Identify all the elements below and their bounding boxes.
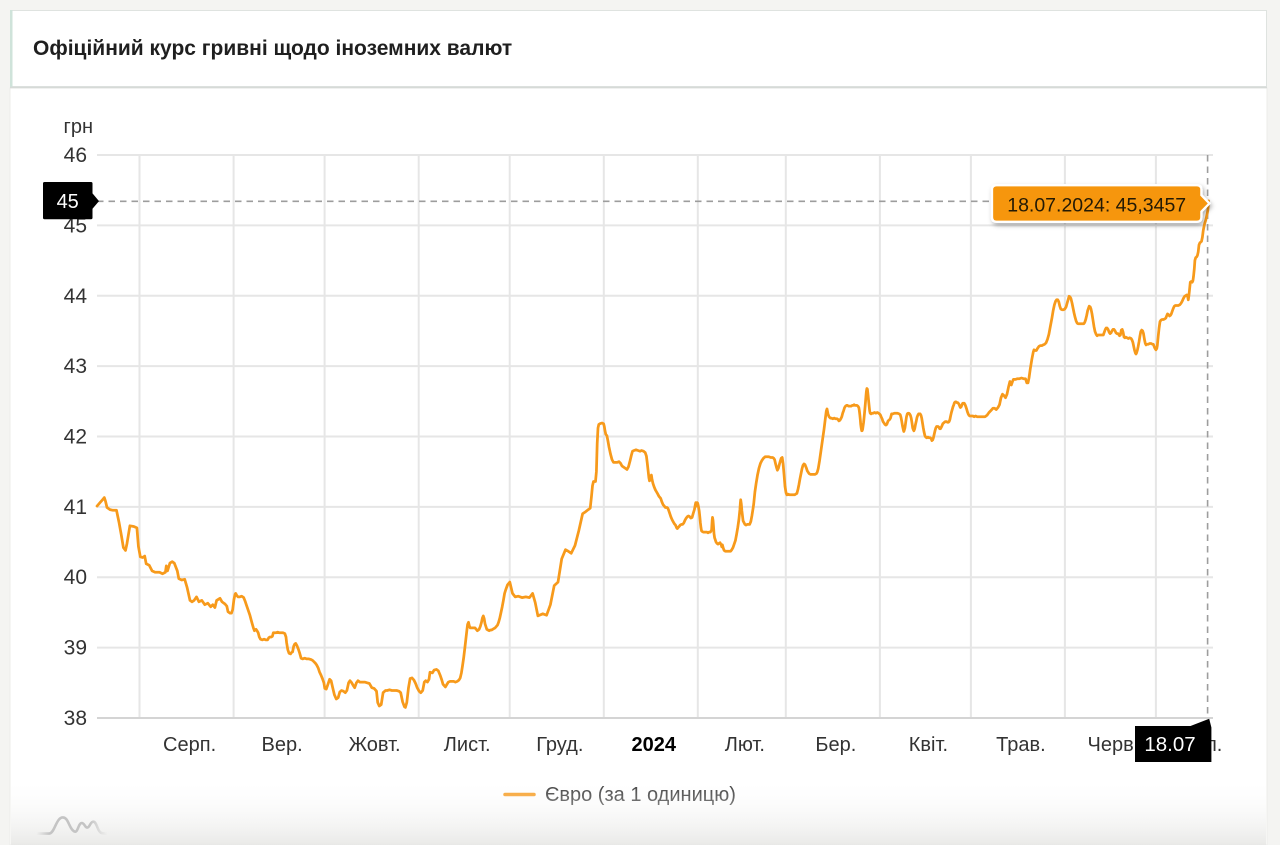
svg-text:45: 45 [64, 214, 87, 237]
svg-text:Лют.: Лют. [725, 734, 765, 756]
svg-text:45: 45 [57, 191, 79, 213]
svg-text:Лист.: Лист. [444, 734, 491, 756]
svg-text:грн: грн [64, 116, 93, 138]
svg-text:42: 42 [64, 426, 87, 449]
svg-text:40: 40 [64, 566, 87, 589]
svg-text:Трав.: Трав. [996, 734, 1046, 756]
svg-text:46: 46 [64, 144, 87, 167]
svg-text:Серп.: Серп. [163, 734, 216, 756]
svg-text:18.07.2024: 45,3457: 18.07.2024: 45,3457 [1007, 195, 1186, 217]
svg-text:Квіт.: Квіт. [909, 734, 948, 756]
svg-text:Бер.: Бер. [815, 734, 856, 756]
svg-text:Офіційний курс гривні щодо іно: Офіційний курс гривні щодо іноземних вал… [33, 37, 512, 60]
svg-text:Груд.: Груд. [536, 734, 583, 756]
svg-text:Черв.: Черв. [1088, 734, 1140, 756]
svg-text:Вер.: Вер. [262, 734, 303, 756]
svg-text:Жовт.: Жовт. [349, 734, 401, 756]
svg-text:38: 38 [64, 707, 87, 730]
svg-text:41: 41 [64, 496, 87, 519]
svg-text:43: 43 [64, 355, 87, 378]
svg-text:2024: 2024 [632, 734, 677, 756]
svg-text:44: 44 [64, 285, 88, 308]
svg-text:18.07: 18.07 [1144, 733, 1195, 756]
svg-text:39: 39 [64, 637, 87, 660]
